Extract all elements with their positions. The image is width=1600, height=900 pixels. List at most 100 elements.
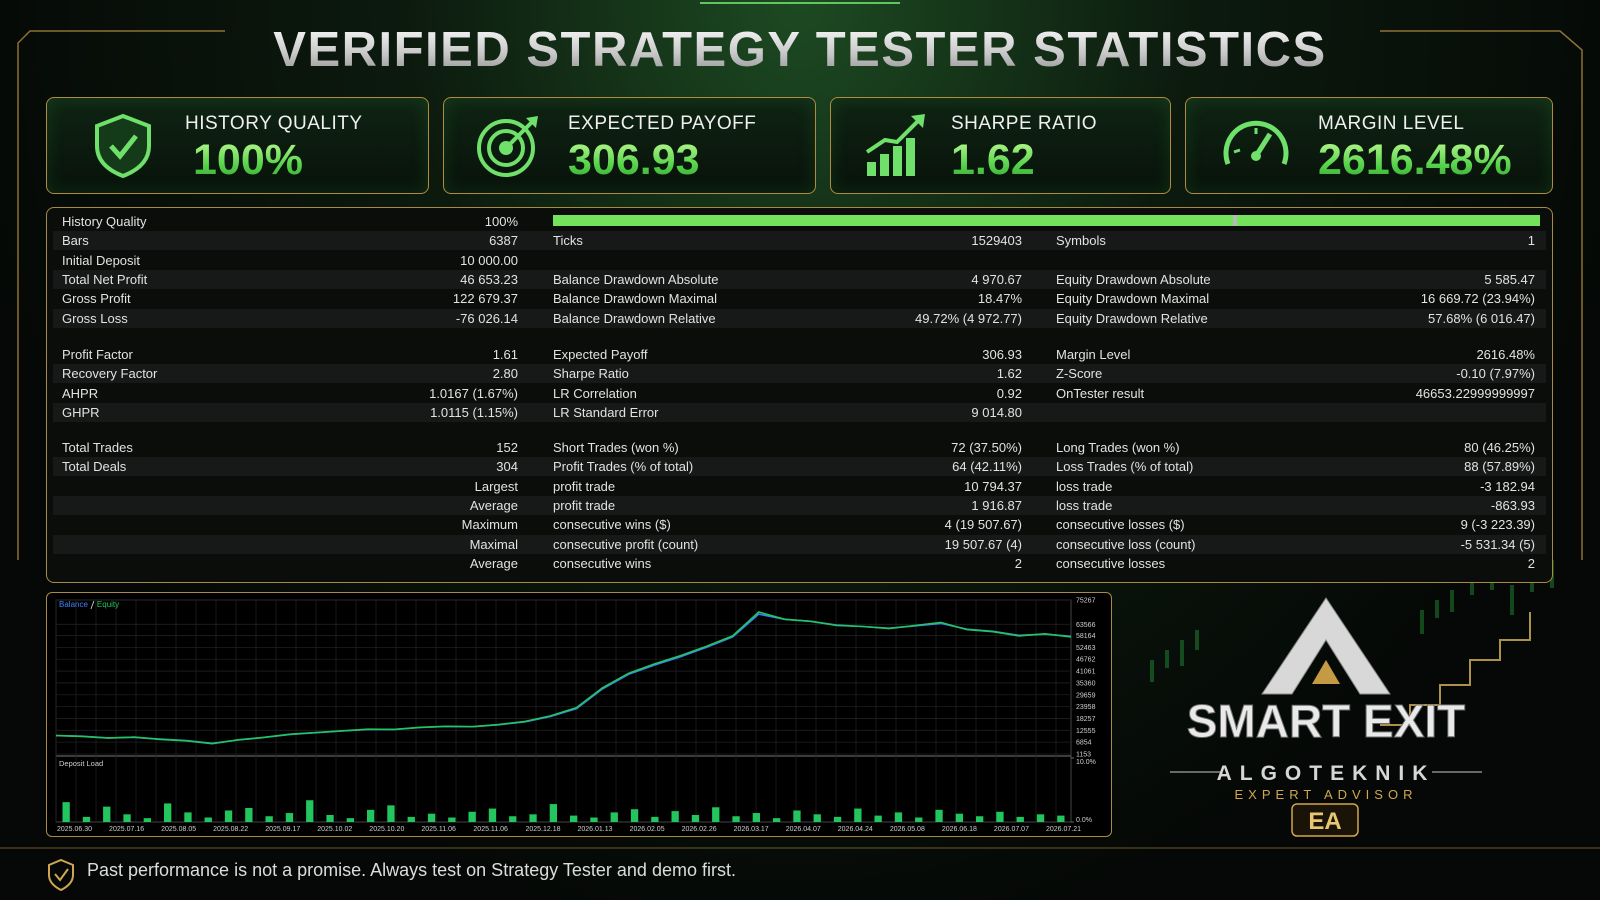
bar <box>1016 816 1024 822</box>
icon-shield <box>95 113 151 179</box>
bar <box>671 811 679 822</box>
bar <box>224 810 233 822</box>
stat-value: 122 679.37 <box>452 291 518 307</box>
chart: 75267 63566 58164 52463 46762 41061 35360 29659… <box>46 592 1112 837</box>
stat-value: 2.80 <box>492 366 518 382</box>
card-label: MARGIN LEVEL <box>1318 113 1465 134</box>
stat-label: consecutive loss (count) <box>1056 536 1196 552</box>
card: MARGIN LEVEL 2616.48% <box>1185 97 1553 194</box>
y-tick-label: 1153 <box>1076 752 1091 759</box>
stat-label: AHPR <box>62 385 99 401</box>
bar <box>915 817 923 822</box>
stat-label: Loss Trades (% of total) <box>1056 459 1194 475</box>
stat-label: OnTester result <box>1056 385 1145 401</box>
x-tick-label: 2026.05.08 <box>890 826 925 833</box>
y-tick-label: 41061 <box>1076 669 1096 676</box>
title: VERIFIED STRATEGY TESTER STATISTICS <box>0 22 1600 78</box>
stat-value: 6387 <box>489 233 518 249</box>
icon-growth <box>865 114 925 176</box>
stat-label: consecutive wins ($) <box>553 517 671 533</box>
x-tick-label: 2025.09.17 <box>265 826 300 833</box>
footer: Past performance is not a promise. Alway… <box>87 860 736 880</box>
y-tick-label: 35360 <box>1076 680 1096 687</box>
bar <box>143 818 152 822</box>
stat-label: Initial Deposit <box>62 252 141 268</box>
stat-label: Long Trades (won %) <box>1056 440 1180 455</box>
stat-value: 72 (37.50%) <box>951 440 1022 455</box>
x-tick-label: 2025.07.16 <box>109 826 144 833</box>
bar <box>549 804 558 822</box>
bar <box>468 811 476 822</box>
stat-value: -863.93 <box>1490 497 1535 513</box>
stat-label: Profit Factor <box>62 347 133 362</box>
bar <box>448 817 456 822</box>
stat-label: Equity Drawdown Absolute <box>1056 271 1211 287</box>
stat-value: -5 531.34 (5) <box>1460 536 1535 552</box>
stat-value: 19 507.67 (4) <box>944 536 1022 552</box>
stat-value: 4 970.67 <box>971 271 1022 287</box>
card: HISTORY QUALITY 100% <box>46 97 429 194</box>
stat-value: 18.47% <box>977 291 1022 307</box>
stat-value: 9 014.80 <box>971 404 1022 420</box>
stat-label: Ticks <box>553 233 583 249</box>
stat-label: Recovery Factor <box>62 366 158 382</box>
bar <box>427 813 436 822</box>
bar <box>975 816 984 822</box>
card-value: 1.62 <box>951 136 1035 184</box>
stat-label: Short Trades (won %) <box>553 440 679 455</box>
stats-row: Average profit trade 1 916.87 loss trade -86… <box>53 495 1546 515</box>
stat-value: 57.68% (6 016.47) <box>1428 310 1535 326</box>
y-tick-label: 46762 <box>1076 657 1096 664</box>
bar <box>772 818 781 822</box>
stat-label: LR Standard Error <box>553 404 659 420</box>
bar <box>712 807 720 822</box>
bar <box>813 814 821 822</box>
stat-value: -76 026.14 <box>455 310 518 326</box>
stats-row: Total Deals 304 Profit Trades (% of total)… <box>53 457 1546 477</box>
bar <box>610 812 618 822</box>
bar <box>955 813 964 822</box>
stat-label: Equity Drawdown Maximal <box>1056 291 1210 307</box>
y-tick-label: 52463 <box>1076 645 1096 652</box>
stats-row: Total Net Profit 46 653.23 Balance Drawdow… <box>53 269 1546 289</box>
stat-value: 1.0167 (1.67%) <box>429 385 518 401</box>
y-tick-label: 23958 <box>1076 704 1096 711</box>
stats-row: Largest profit trade 10 794.37 loss trade -3… <box>53 477 1546 496</box>
y-tick-label: 10.0% <box>1076 759 1096 766</box>
stat-label: Equity Drawdown Relative <box>1056 310 1208 326</box>
stat-label: consecutive profit (count) <box>553 536 699 552</box>
stat-label: consecutive losses <box>1056 555 1166 571</box>
y-tick-label: 6854 <box>1076 740 1092 747</box>
stat-value: 1.0115 (1.15%) <box>430 404 518 420</box>
stat-label: consecutive wins <box>553 555 652 571</box>
stats-row: Bars 6387 Ticks 1529403 Symbols 1 <box>53 231 1546 251</box>
bar <box>569 815 578 822</box>
series-line <box>55 611 1072 745</box>
stat-label: profit trade <box>553 478 616 494</box>
stat-label: Gross Profit <box>62 291 131 307</box>
quality-bar <box>553 215 1540 226</box>
bar <box>306 800 314 822</box>
stat-label: Balance Drawdown Maximal <box>553 291 718 307</box>
stat-value: 5 585.47 <box>1484 271 1535 287</box>
y-tick-label: 75267 <box>1076 598 1096 605</box>
stat-value: 2 <box>1527 555 1535 571</box>
card-label: HISTORY QUALITY <box>185 113 363 134</box>
bar <box>1036 814 1045 822</box>
x-tick-label: 2026.04.07 <box>786 826 821 833</box>
bar <box>488 808 497 822</box>
stat-value: 1 <box>1527 233 1535 249</box>
x-tick-label: 2026.01.13 <box>578 826 613 833</box>
x-tick-label: 2025.06.30 <box>57 826 92 833</box>
brand-tagline: EXPERT ADVISOR <box>1235 787 1418 802</box>
x-tick-label: 2026.07.21 <box>1046 826 1081 833</box>
bar <box>407 816 415 822</box>
stat-label: Z-Score <box>1056 366 1103 382</box>
x-tick-label: 2026.02.26 <box>682 826 717 833</box>
stat-label: GHPR <box>62 404 100 420</box>
stats-row: Gross Profit 122 679.37 Balance Drawdown M… <box>53 289 1546 308</box>
stat-label: Margin Level <box>1056 347 1131 362</box>
y-tick-label: 0.0% <box>1076 817 1092 824</box>
stat-label: LR Correlation <box>553 385 637 401</box>
bar <box>996 811 1004 822</box>
